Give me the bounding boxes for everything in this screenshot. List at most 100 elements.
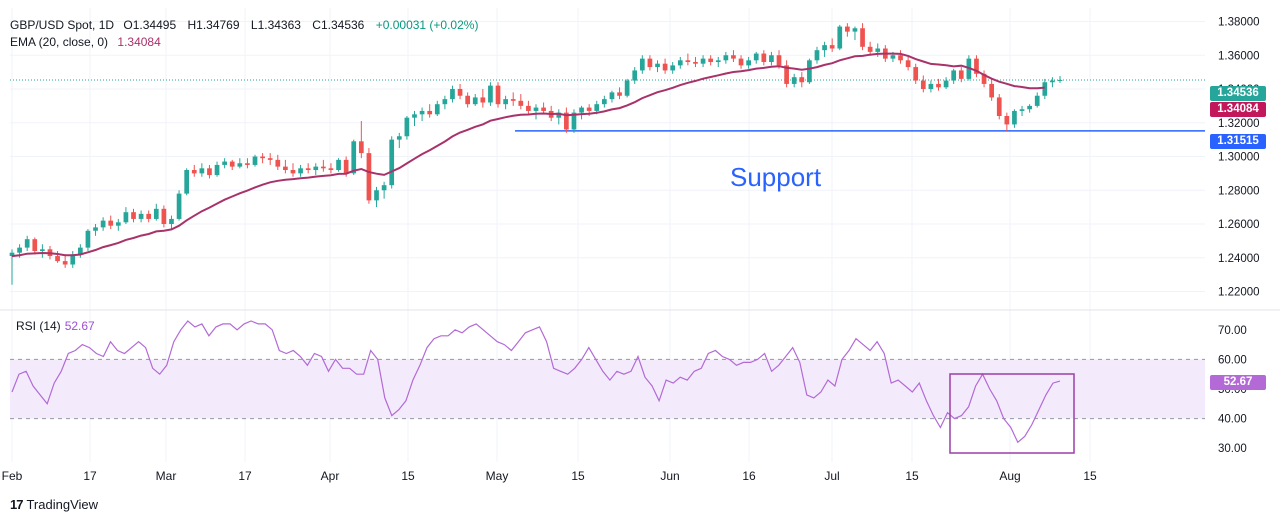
time-tick-label: Mar [156, 469, 177, 483]
ema-label: EMA (20, close, 0) [10, 35, 109, 49]
candle-body [579, 107, 584, 113]
candle-body [655, 63, 660, 68]
candle-body [184, 170, 190, 194]
price-tick-label: 1.22000 [1218, 287, 1260, 299]
symbol-name: GBP/USD Spot, 1D [10, 18, 115, 32]
candle-body [191, 170, 197, 174]
candle-body [845, 26, 850, 32]
candle-body [715, 60, 721, 62]
ema-line [11, 52, 1045, 258]
candle-body [503, 99, 508, 105]
candle-body [867, 46, 873, 52]
candle-body [996, 97, 1002, 116]
candle-body [123, 212, 129, 223]
time-tick-label: Jul [824, 469, 839, 483]
candle-body [290, 170, 296, 174]
rsi-tick-label: 30.00 [1218, 443, 1247, 455]
candle-body [199, 168, 205, 174]
time-tick-label: May [486, 469, 509, 483]
rsi-highlight-box[interactable] [949, 373, 1075, 454]
candle-body [465, 95, 471, 105]
time-tick-label: 15 [571, 469, 585, 483]
candle-body [807, 60, 812, 83]
candle-body [571, 112, 577, 130]
last-price-badge: 1.34536 [1210, 86, 1266, 101]
candle-body [237, 163, 243, 167]
candle-body [115, 222, 121, 226]
candle-body [662, 63, 668, 71]
rsi-band [10, 359, 1205, 419]
candle-body [928, 83, 934, 89]
candle-body [564, 112, 569, 130]
candle-body [305, 168, 311, 170]
candle-body [632, 70, 638, 81]
candle-body [920, 80, 926, 89]
candle-body [229, 161, 235, 167]
candle-body [647, 58, 653, 68]
candle-body [77, 247, 83, 255]
candles [9, 23, 1063, 285]
candle-body [556, 112, 562, 118]
candle-body [472, 97, 478, 105]
price-axis[interactable]: 1.22000 1.24000 1.26000 1.28000 1.30000 1.320… [1218, 17, 1260, 299]
close-value: 1.34536 [320, 18, 365, 32]
candle-body [814, 50, 820, 61]
candle-body [852, 28, 858, 32]
candle-body [533, 107, 539, 111]
candle-body [936, 83, 941, 88]
high-label: H [187, 18, 197, 32]
candle-body [161, 208, 167, 224]
candle-body [131, 212, 136, 219]
time-axis[interactable]: Feb 17 Mar 17 Apr 15 May 15 Jun 16 Jul 15 Aug 15 [2, 469, 1097, 483]
candle-body [822, 45, 827, 51]
candle-body [176, 193, 182, 219]
candle-body [784, 65, 789, 84]
tradingview-mark-icon: 17 [10, 497, 24, 512]
candle-body [267, 158, 273, 160]
candle-body [693, 62, 698, 64]
candle-body [412, 114, 417, 118]
price-tick-label: 1.36000 [1218, 50, 1260, 62]
candle-body [32, 239, 38, 251]
candle-body [890, 55, 896, 59]
candle-body [153, 208, 159, 219]
candle-body [981, 73, 987, 84]
candle-body [419, 110, 425, 115]
candle-body [381, 185, 387, 191]
candle-body [510, 99, 516, 101]
candle-body [70, 254, 76, 265]
ema-value: 1.34084 [117, 35, 161, 49]
candle-body [442, 99, 448, 105]
price-tick-label: 1.28000 [1218, 185, 1260, 197]
candle-body [343, 159, 349, 174]
time-tick-label: Aug [999, 469, 1020, 483]
ema-header: EMA (20, close, 0) 1.34084 [10, 35, 167, 49]
candle-body [260, 156, 265, 159]
candle-body [541, 107, 546, 111]
change-value: +0.00031 (+0.02%) [375, 18, 479, 32]
candle-body [1004, 116, 1010, 125]
candle-body [222, 161, 227, 165]
price-tick-label: 1.24000 [1218, 253, 1260, 265]
candle-body [495, 85, 501, 105]
candle-body [776, 55, 782, 66]
candle-body [321, 166, 326, 169]
candle-body [799, 77, 805, 83]
candle-body [670, 65, 676, 71]
price-tick-label: 1.38000 [1218, 17, 1260, 29]
candle-body [1012, 110, 1017, 125]
candle-body [146, 213, 152, 219]
tradingview-logo[interactable]: 17 TradingView [10, 497, 98, 512]
candle-body [100, 220, 106, 228]
time-tick-label: Feb [2, 469, 23, 483]
rsi-label: RSI (14) [16, 319, 61, 333]
time-tick-label: 15 [401, 469, 415, 483]
candle-body [594, 104, 600, 111]
time-tick-label: Jun [660, 469, 679, 483]
candle-body [1027, 105, 1032, 110]
candle-body [586, 107, 592, 111]
candle-body [753, 53, 759, 61]
open-value: 1.34495 [132, 18, 177, 32]
